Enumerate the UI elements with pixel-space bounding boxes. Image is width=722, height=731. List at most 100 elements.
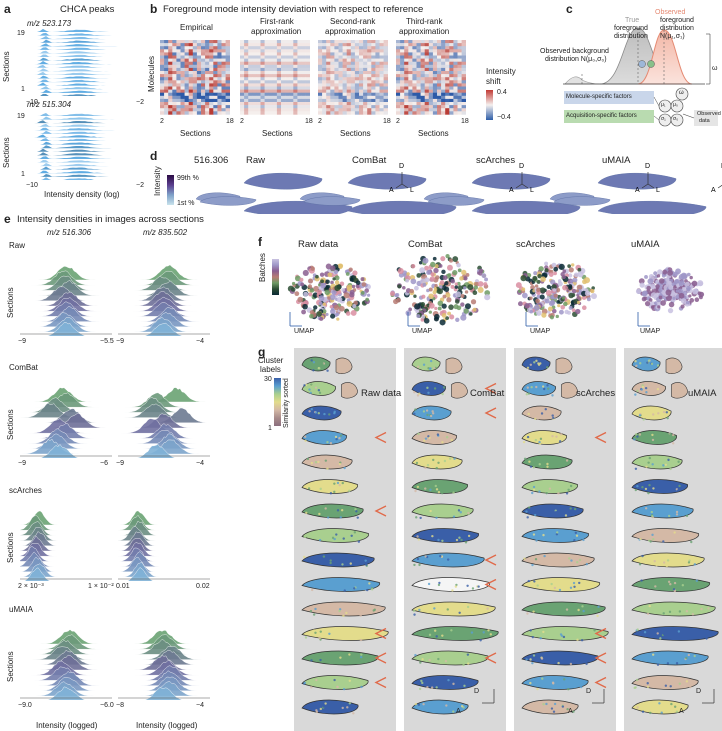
e-xtick: −4 <box>196 460 204 467</box>
e-ridgeline-1-2 <box>118 264 210 336</box>
g-section <box>411 650 489 667</box>
c-obs-1: Observed <box>655 9 686 16</box>
svg-text:A: A <box>711 187 716 194</box>
d-compass: D A L <box>389 163 414 194</box>
f-method-scarches: scArches <box>516 239 556 250</box>
e-ridgeline-1-1 <box>20 266 112 336</box>
a-ridge-row <box>28 116 148 120</box>
f-umap-2 <box>389 254 491 326</box>
g-section <box>301 650 379 666</box>
g-section <box>631 675 699 690</box>
a-ridge-row <box>40 93 97 96</box>
g-section <box>301 552 375 568</box>
a-ridge-row <box>28 28 148 32</box>
g-red-arrow-icon <box>484 554 497 566</box>
d-section-4 <box>549 172 707 214</box>
g-section <box>301 405 342 421</box>
panel-letter-a: a <box>4 2 11 16</box>
a-ridge-row <box>28 68 148 72</box>
b-xtick-2b: 2 <box>240 118 244 125</box>
g-red-arrow-icon <box>374 676 387 689</box>
g-cluster-panels <box>294 348 722 731</box>
d-method-raw: Raw <box>246 155 266 166</box>
c-bg-1: Observed background <box>540 48 609 55</box>
a-ridge-row <box>28 127 148 131</box>
g-red-arrow-icon <box>594 627 607 640</box>
f-umap-label-3: UMAP <box>530 328 551 335</box>
panel-letter-d: d <box>150 149 158 163</box>
g-section <box>411 479 468 495</box>
b-xlabel-2: Sections <box>262 129 293 138</box>
a-ridge-row <box>28 173 148 177</box>
c-node-omega: ω <box>679 90 684 96</box>
g-axis-a-2: A <box>568 708 573 715</box>
d-intensity-label: Intensity <box>153 166 162 196</box>
g-axis-d-1: D <box>474 688 480 695</box>
c-acq-factors-box <box>564 110 654 123</box>
g-section <box>521 675 589 691</box>
g-section <box>411 503 474 520</box>
g-section <box>411 381 468 399</box>
g-section <box>411 454 463 470</box>
g-section <box>521 528 589 543</box>
g-legend-side: Similarity sorted <box>283 378 290 428</box>
panel-letter-c: c <box>566 2 573 16</box>
g-section <box>411 626 499 642</box>
b-xtick-18b: 18 <box>305 118 313 125</box>
b-heatmaps <box>160 40 466 115</box>
g-section <box>411 699 469 715</box>
e-method-label: ComBat <box>9 363 38 372</box>
g-section <box>411 577 490 592</box>
b-header-3-line1: Second-rank <box>330 17 376 26</box>
g-section <box>631 479 688 495</box>
b-xtick-2c: 2 <box>318 118 322 125</box>
g-red-arrow-icon <box>374 431 387 444</box>
g-section <box>301 528 369 543</box>
b-cbar-max: 0.4 <box>497 89 507 96</box>
d-method-umaia: uMAIA <box>602 155 631 166</box>
a-ylabel-2: Sections <box>2 137 11 168</box>
g-method-umaia: uMAIA <box>688 388 717 399</box>
g-section <box>301 577 380 592</box>
e-xtick: −4 <box>196 702 204 709</box>
g-section <box>411 675 479 691</box>
g-section <box>631 430 677 445</box>
g-red-arrow-icon <box>374 652 387 664</box>
g-section <box>301 626 389 642</box>
g-section <box>521 699 579 715</box>
a-ridge-row <box>28 113 148 116</box>
g-red-arrow-icon <box>484 578 497 591</box>
e-xlabel-1: Intensity (logged) <box>36 721 98 730</box>
e-ridgeline-4-1 <box>20 629 112 700</box>
g-section <box>411 601 496 617</box>
a-ridge-row <box>28 64 148 68</box>
g-section <box>301 430 347 445</box>
a-ridge-row <box>28 170 148 174</box>
c-omega: ω <box>712 65 718 72</box>
a-ridge-row <box>28 138 148 142</box>
panel-letter-e: e <box>4 212 11 226</box>
svg-text:A: A <box>635 187 640 194</box>
d-brain-sections: DALDALDALDAL <box>196 163 722 214</box>
e-xtick: −9 <box>18 460 26 467</box>
g-legend-title-2: labels <box>260 365 281 374</box>
a-xtick-left-1: −10 <box>26 99 38 106</box>
b-xtick-18: 18 <box>226 118 234 125</box>
d-compass: D A L <box>635 163 660 194</box>
b-xtick-18c: 18 <box>383 118 391 125</box>
g-section <box>301 675 369 691</box>
g-panel-1 <box>294 348 396 731</box>
c-node-mu0: μ₀ <box>673 102 678 108</box>
g-section <box>301 699 359 715</box>
g-section <box>631 626 719 641</box>
a-ridge-row <box>28 39 148 43</box>
g-section <box>631 699 689 715</box>
f-umap-4 <box>635 266 705 314</box>
g-method-combat: ComBat <box>470 388 505 399</box>
svg-text:D: D <box>399 163 404 170</box>
e-xlabel-2: Intensity (logged) <box>136 721 198 730</box>
a-title: CHCA peaks <box>60 4 115 15</box>
g-section <box>631 381 688 399</box>
svg-text:D: D <box>519 163 524 170</box>
